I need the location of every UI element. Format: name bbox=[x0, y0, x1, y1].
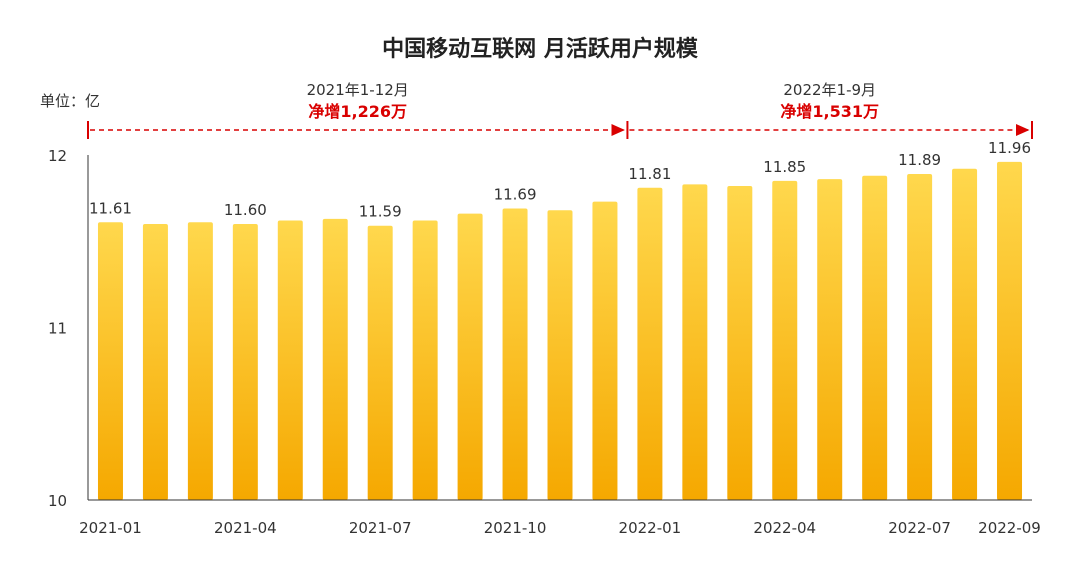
bar-2021-08 bbox=[412, 220, 438, 501]
bar-2022-03 bbox=[727, 186, 753, 501]
period-label: 2021年1-12月 bbox=[307, 81, 409, 99]
data-label-2021-01: 11.61 bbox=[89, 199, 132, 217]
x-tick-label: 2022-07 bbox=[888, 519, 951, 537]
bar-2022-02 bbox=[682, 184, 708, 500]
bar-2021-10 bbox=[502, 208, 528, 500]
bar-2022-01 bbox=[637, 187, 663, 500]
x-tick-label: 2021-01 bbox=[79, 519, 142, 537]
x-axis-ticks: 2021-01 2021-04 2021-07 2021-10 2022-01 2022-… bbox=[79, 519, 1041, 537]
bar-2022-04 bbox=[772, 180, 798, 500]
data-label-2022-07: 11.89 bbox=[898, 151, 941, 169]
bar-2022-05 bbox=[817, 179, 843, 500]
period-label: 2022年1-9月 bbox=[783, 81, 876, 99]
data-label-2022-09: 11.96 bbox=[988, 139, 1031, 157]
x-tick-label: 2022-01 bbox=[619, 519, 682, 537]
x-tick-label: 2022-04 bbox=[753, 519, 816, 537]
data-label-2021-07: 11.59 bbox=[359, 203, 402, 221]
bar-2021-05 bbox=[277, 220, 303, 501]
bar-2021-09 bbox=[457, 213, 483, 500]
bar-2021-12 bbox=[592, 201, 618, 500]
net-increase-label: 净增1,531万 bbox=[780, 102, 879, 121]
x-tick-label: 2022-09 bbox=[978, 519, 1041, 537]
bar-2021-11 bbox=[547, 210, 573, 500]
data-label-2021-04: 11.60 bbox=[224, 201, 267, 219]
x-tick-label: 2021-07 bbox=[349, 519, 412, 537]
bar-series bbox=[97, 161, 1023, 501]
bar-2022-06 bbox=[862, 175, 888, 500]
bar-2021-02 bbox=[142, 224, 168, 500]
data-label-2022-01: 11.81 bbox=[628, 165, 671, 183]
bar-2021-06 bbox=[322, 218, 348, 500]
bar-2021-07 bbox=[367, 225, 393, 500]
y-tick-label: 12 bbox=[48, 147, 67, 165]
y-tick-label: 10 bbox=[48, 492, 67, 510]
x-tick-label: 2021-10 bbox=[484, 519, 547, 537]
bar-2022-08 bbox=[952, 168, 978, 501]
bar-2022-07 bbox=[907, 173, 933, 500]
bar-2021-03 bbox=[187, 222, 213, 500]
data-label-2022-04: 11.85 bbox=[763, 158, 806, 176]
y-tick-label: 11 bbox=[48, 320, 67, 338]
data-labels: 11.61 11.60 11.59 11.69 11.81 11.85 11.89 11.96 bbox=[89, 139, 1031, 221]
y-axis-ticks: 10 11 12 bbox=[48, 147, 67, 510]
net-increase-label: 净增1,226万 bbox=[308, 102, 407, 121]
unit-label: 单位：亿 bbox=[40, 92, 100, 110]
chart-title: 中国移动互联网 月活跃用户规模 bbox=[382, 36, 699, 62]
x-tick-label: 2021-04 bbox=[214, 519, 277, 537]
bar-2021-01 bbox=[97, 222, 123, 500]
bar-2022-09 bbox=[997, 161, 1023, 500]
bar-2021-04 bbox=[232, 224, 258, 500]
data-label-2021-10: 11.69 bbox=[494, 185, 537, 203]
